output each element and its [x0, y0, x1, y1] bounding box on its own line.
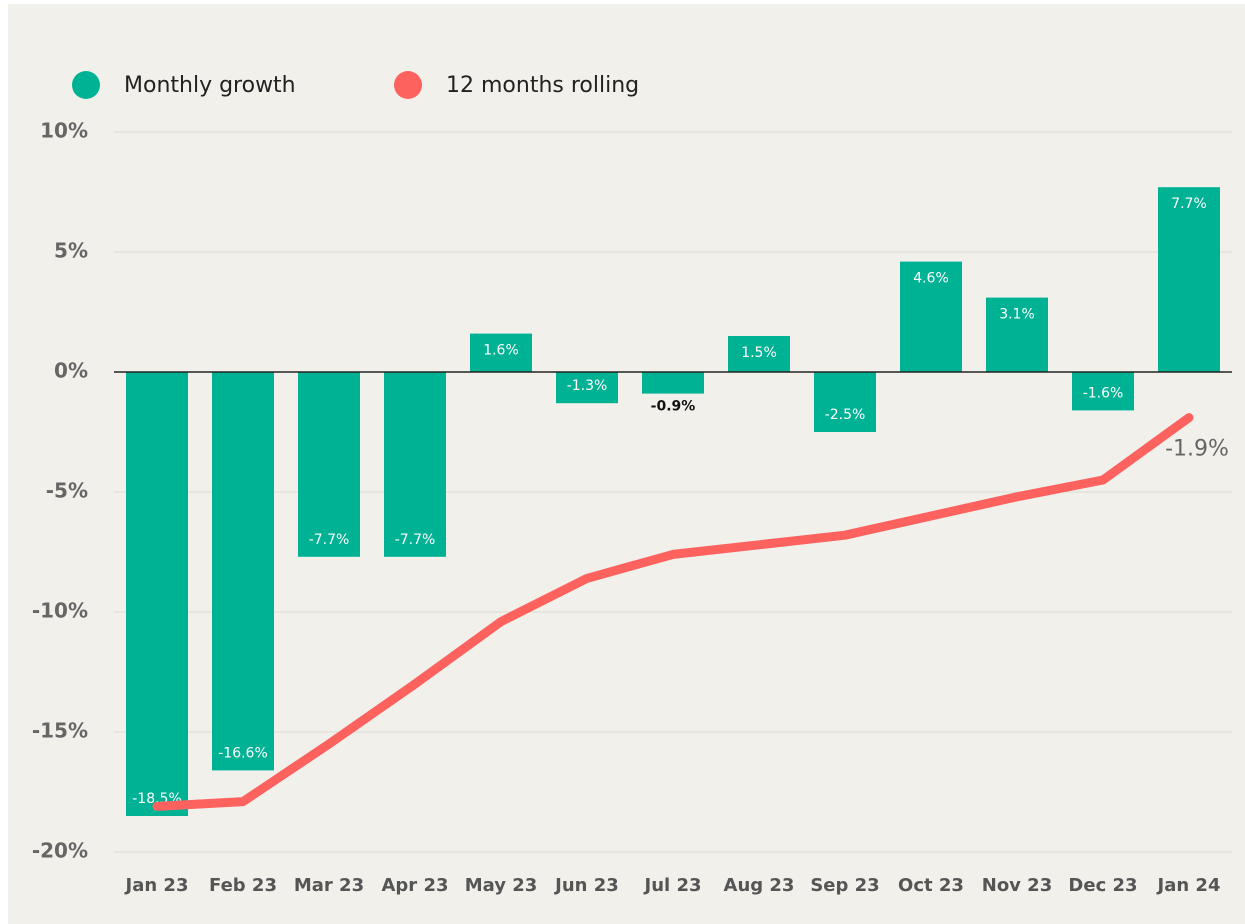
data-label: -0.9%: [651, 399, 696, 415]
data-label: -7.7%: [309, 532, 350, 548]
line: [152, 413, 1194, 811]
bar: [556, 372, 618, 404]
data-label: -7.7%: [395, 532, 436, 548]
data-label: -1.9%: [1165, 437, 1229, 462]
data-label: -2.5%: [825, 407, 866, 423]
x-tick-label: Jan 23: [124, 875, 189, 896]
data-label: -1.6%: [1083, 385, 1124, 401]
bar: [986, 297, 1048, 372]
legend-marker: [394, 71, 422, 99]
legend-marker: [72, 71, 100, 99]
x-tick-label: Jul 23: [643, 875, 702, 896]
bar: [470, 333, 532, 372]
data-label: 3.1%: [999, 307, 1035, 323]
legend-label: 12 months rolling: [446, 73, 639, 98]
bar: [298, 372, 360, 557]
x-tick-label: Dec 23: [1068, 875, 1137, 896]
bar: [642, 372, 704, 394]
bar: [384, 372, 446, 557]
y-tick-label: -10%: [32, 599, 88, 623]
bar: [212, 372, 274, 771]
x-tick-label: Oct 23: [898, 875, 964, 896]
bar: [728, 336, 790, 372]
x-tick-label: Mar 23: [294, 875, 364, 896]
x-tick-label: Sep 23: [810, 875, 879, 896]
x-tick-label: Jun 23: [553, 875, 619, 896]
legend-label: Monthly growth: [124, 73, 296, 98]
x-tick-label: Nov 23: [982, 875, 1052, 896]
y-tick-label: 5%: [54, 239, 88, 263]
data-label: -16.6%: [218, 745, 268, 761]
x-tick-label: Aug 23: [724, 875, 795, 896]
data-label: 1.6%: [483, 343, 519, 359]
x-tick-label: May 23: [465, 875, 538, 896]
y-tick-label: -15%: [32, 719, 88, 743]
y-tick-label: 10%: [40, 119, 88, 143]
data-label: 1.5%: [741, 345, 777, 361]
x-tick-label: Apr 23: [381, 875, 448, 896]
bar: [1158, 187, 1220, 372]
bar: [814, 372, 876, 432]
y-tick-label: -20%: [32, 839, 88, 863]
bar: [126, 372, 188, 816]
bar: [900, 261, 962, 372]
data-label: -1.3%: [567, 378, 608, 394]
bar: [1072, 372, 1134, 411]
background: [8, 4, 1245, 924]
data-label: 4.6%: [913, 271, 949, 287]
y-tick-label: 0%: [54, 359, 88, 383]
x-tick-label: Jan 24: [1156, 875, 1221, 896]
y-tick-label: -5%: [46, 479, 88, 503]
x-tick-label: Feb 23: [209, 875, 277, 896]
data-label: 7.7%: [1171, 196, 1207, 212]
